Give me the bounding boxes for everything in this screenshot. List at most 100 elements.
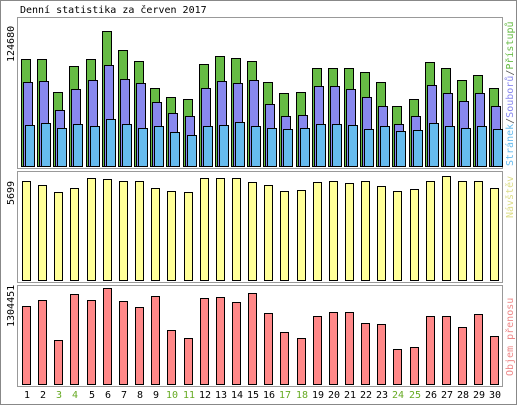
legend-objem: Objem přenosu (504, 298, 516, 376)
x-tick-label-6: 6 (105, 390, 111, 401)
bar-hits-Stránek-11 (187, 135, 197, 167)
bar-traffic-6 (103, 288, 112, 385)
bar-visits-5 (87, 178, 96, 281)
bar-visits-13 (216, 178, 225, 281)
bar-visits-15 (248, 182, 257, 281)
bar-hits-Stránek-13 (219, 125, 229, 167)
x-tick-label-5: 5 (89, 390, 95, 401)
legend-hits: Stránek/Souborů/Přístupů (504, 21, 516, 166)
panel-frame-visits (17, 171, 503, 283)
bar-visits-24 (393, 191, 402, 281)
bar-visits-1 (22, 181, 31, 281)
bar-traffic-21 (345, 312, 354, 385)
x-tick-label-27: 27 (441, 390, 453, 401)
x-tick-label-10: 10 (166, 390, 178, 401)
bar-visits-10 (167, 191, 176, 281)
bar-traffic-28 (458, 327, 467, 385)
x-tick-label-24: 24 (392, 390, 404, 401)
x-tick-label-21: 21 (344, 390, 356, 401)
bar-traffic-3 (54, 340, 63, 385)
bar-visits-22 (361, 181, 370, 281)
bar-hits-Stránek-19 (316, 124, 326, 167)
bar-visits-6 (103, 179, 112, 281)
bar-hits-Stránek-12 (203, 126, 213, 167)
x-tick-label-28: 28 (457, 390, 469, 401)
bar-hits-Stránek-15 (251, 126, 261, 167)
bar-traffic-23 (377, 324, 386, 385)
bar-hits-Stránek-5 (90, 126, 100, 167)
bar-visits-12 (200, 178, 209, 281)
bar-hits-Stránek-24 (396, 131, 406, 167)
bar-hits-Stránek-9 (154, 126, 164, 167)
bar-visits-9 (151, 188, 160, 281)
bar-visits-2 (38, 185, 47, 281)
bar-hits-Stránek-30 (493, 129, 503, 167)
x-tick-label-20: 20 (328, 390, 340, 401)
bar-traffic-25 (410, 347, 419, 385)
x-tick-label-12: 12 (199, 390, 211, 401)
bar-hits-Stránek-25 (413, 130, 423, 167)
x-tick-label-16: 16 (263, 390, 275, 401)
bar-traffic-4 (70, 294, 79, 385)
legend-souboru: Souborů (504, 76, 516, 118)
bar-visits-28 (458, 181, 467, 281)
bar-visits-18 (297, 190, 306, 281)
legend-sep-1: / (505, 118, 516, 124)
bar-hits-Stránek-2 (41, 123, 51, 167)
x-tick-label-4: 4 (72, 390, 78, 401)
x-tick-label-3: 3 (56, 390, 62, 401)
x-axis-day-labels: 1 2 3 4 5 6 7 8 9 10 11 12 13 14 15 16 17 18 19 20 21 22 23 24 2… (24, 390, 501, 401)
bar-visits-11 (184, 192, 193, 281)
legend-sep-2: / (505, 70, 516, 76)
bar-hits-Stránek-1 (25, 125, 35, 167)
bar-hits-Stránek-21 (348, 125, 358, 167)
x-tick-label-8: 8 (137, 390, 143, 401)
bar-hits-Stránek-26 (429, 123, 439, 167)
bar-traffic-13 (216, 297, 225, 385)
bar-hits-Stránek-22 (364, 129, 374, 167)
x-tick-label-30: 30 (489, 390, 501, 401)
x-tick-label-9: 9 (153, 390, 159, 401)
bar-traffic-27 (442, 316, 451, 385)
bar-traffic-12 (200, 298, 209, 385)
x-tick-label-29: 29 (473, 390, 485, 401)
bars-hits (21, 31, 503, 167)
bar-hits-Stránek-23 (380, 126, 390, 167)
bar-traffic-9 (151, 296, 160, 385)
bar-traffic-5 (87, 300, 96, 385)
bar-traffic-2 (38, 300, 47, 385)
bar-visits-26 (426, 181, 435, 281)
bar-traffic-19 (313, 316, 322, 385)
bar-traffic-20 (329, 312, 338, 385)
bar-traffic-17 (280, 332, 289, 385)
x-tick-label-23: 23 (376, 390, 388, 401)
bar-hits-Stránek-14 (235, 122, 245, 167)
bar-hits-Stránek-10 (170, 132, 180, 167)
x-tick-label-11: 11 (183, 390, 195, 401)
x-tick-label-19: 19 (312, 390, 324, 401)
bar-visits-23 (377, 186, 386, 281)
bar-traffic-15 (248, 293, 257, 385)
bar-visits-19 (313, 182, 322, 281)
bar-hits-Stránek-28 (461, 128, 471, 167)
bar-hits-Stránek-4 (73, 124, 83, 167)
bar-traffic-16 (264, 313, 273, 385)
bars-visits (22, 176, 499, 281)
bar-visits-29 (474, 181, 483, 281)
bar-traffic-30 (490, 336, 499, 385)
x-tick-label-18: 18 (296, 390, 308, 401)
x-tick-label-25: 25 (409, 390, 421, 401)
bar-visits-4 (70, 188, 79, 281)
x-tick-label-13: 13 (215, 390, 227, 401)
bar-traffic-24 (393, 349, 402, 385)
bar-visits-27 (442, 176, 451, 281)
bar-visits-25 (410, 189, 419, 281)
x-tick-label-14: 14 (231, 390, 243, 401)
x-tick-label-15: 15 (247, 390, 259, 401)
bar-hits-Stránek-17 (283, 129, 293, 167)
bar-visits-8 (135, 181, 144, 281)
bar-hits-Stránek-20 (332, 124, 342, 167)
y-label-hits: 124680 (6, 26, 17, 62)
x-tick-label-26: 26 (425, 390, 437, 401)
